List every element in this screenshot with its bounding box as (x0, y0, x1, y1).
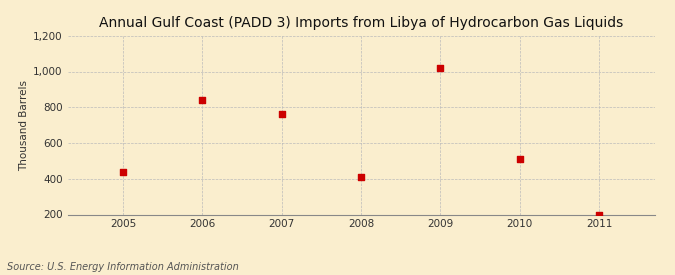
Point (594, 212, 605, 217)
Point (276, 112, 287, 117)
Point (435, 66, 446, 70)
Text: Source: U.S. Energy Information Administration: Source: U.S. Energy Information Administ… (7, 262, 238, 272)
Y-axis label: Thousand Barrels: Thousand Barrels (19, 80, 29, 170)
Point (117, 169, 128, 174)
Point (514, 157, 525, 161)
Point (197, 98, 208, 102)
Point (356, 175, 367, 179)
Title: Annual Gulf Coast (PADD 3) Imports from Libya of Hydrocarbon Gas Liquids: Annual Gulf Coast (PADD 3) Imports from … (99, 16, 623, 31)
